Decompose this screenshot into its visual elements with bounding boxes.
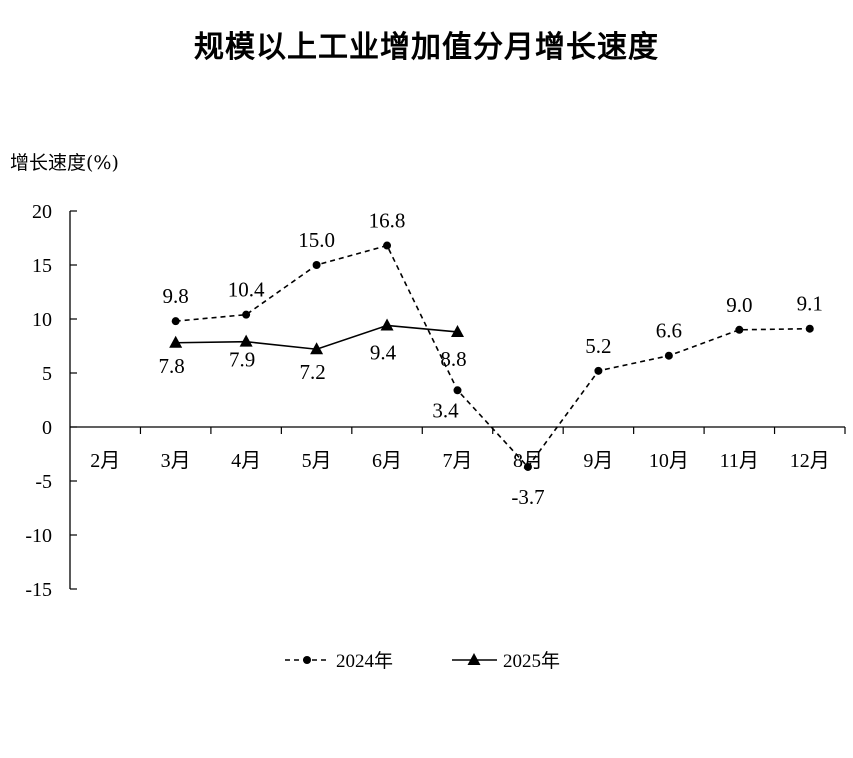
y-axis-label: 增长速度(%)	[10, 152, 119, 174]
series-2024-point	[664, 351, 673, 360]
series-2024-point	[735, 325, 744, 334]
series-2025-data-label: 7.8	[159, 354, 185, 378]
series-2024-point	[171, 317, 180, 326]
series-2024-data-label: 9.0	[726, 293, 752, 317]
series-2024-data-label: 9.8	[163, 284, 189, 308]
series-2024-data-label: 16.8	[369, 209, 406, 233]
x-tick-label: 6月	[372, 450, 402, 472]
series-2024-data-label: 10.4	[228, 278, 265, 302]
x-tick-label: 12月	[790, 450, 830, 472]
series-2025-data-label: 7.9	[229, 348, 255, 372]
x-tick-label: 2月	[90, 450, 120, 472]
series-2025-data-label: 8.8	[440, 347, 466, 371]
series-2025-point	[310, 342, 324, 355]
series-2024-point	[594, 366, 603, 375]
y-tick-label: -15	[25, 579, 52, 601]
series-2024-data-label: 3.4	[432, 398, 459, 422]
series-2024-point	[312, 261, 321, 269]
series-2025-point	[380, 318, 394, 331]
series-2024-point	[805, 324, 814, 333]
series-2024-point	[523, 462, 532, 471]
legend-2025-label: 2025年	[503, 650, 560, 672]
y-tick-label: -10	[25, 525, 52, 547]
x-tick-label: 10月	[649, 450, 689, 472]
legend-2024-label: 2024年	[336, 650, 393, 672]
legend-2025-marker	[467, 653, 481, 665]
y-tick-label: -5	[35, 471, 52, 493]
series-2024-line	[175, 244, 810, 469]
x-tick-label: 3月	[161, 450, 191, 472]
x-tick-label: 5月	[302, 450, 332, 472]
chart-title: 规模以上工业增加值分月增长速度	[194, 30, 659, 65]
series-2024-data-label: 15.0	[298, 228, 335, 252]
series-2024-data-label: -3.7	[511, 485, 544, 509]
y-tick-label: 15	[32, 255, 52, 277]
series-2025-point	[239, 334, 253, 347]
series-2025-data-label: 9.4	[370, 340, 397, 364]
series-2024-point	[242, 310, 251, 319]
series-2024-data-label: 6.6	[656, 319, 682, 343]
series-2024-data-label: 5.2	[585, 334, 611, 358]
series-2024-point	[453, 386, 462, 395]
y-tick-label: 10	[32, 309, 52, 331]
x-tick-label: 7月	[443, 450, 473, 472]
series-2025-point	[451, 324, 464, 337]
series-2025-point	[169, 335, 183, 348]
x-tick-label: 9月	[583, 450, 613, 472]
series-2025-data-label: 7.2	[299, 360, 325, 384]
x-tick-label: 4月	[231, 450, 261, 472]
series-2024-data-label: 9.1	[797, 292, 823, 316]
y-tick-label: 20	[32, 201, 52, 223]
y-tick-label: 5	[42, 363, 52, 385]
x-tick-label: 11月	[720, 450, 759, 472]
series-2024-point	[383, 241, 392, 250]
legend-2024-marker	[303, 656, 311, 664]
y-tick-label: 0	[42, 417, 52, 439]
